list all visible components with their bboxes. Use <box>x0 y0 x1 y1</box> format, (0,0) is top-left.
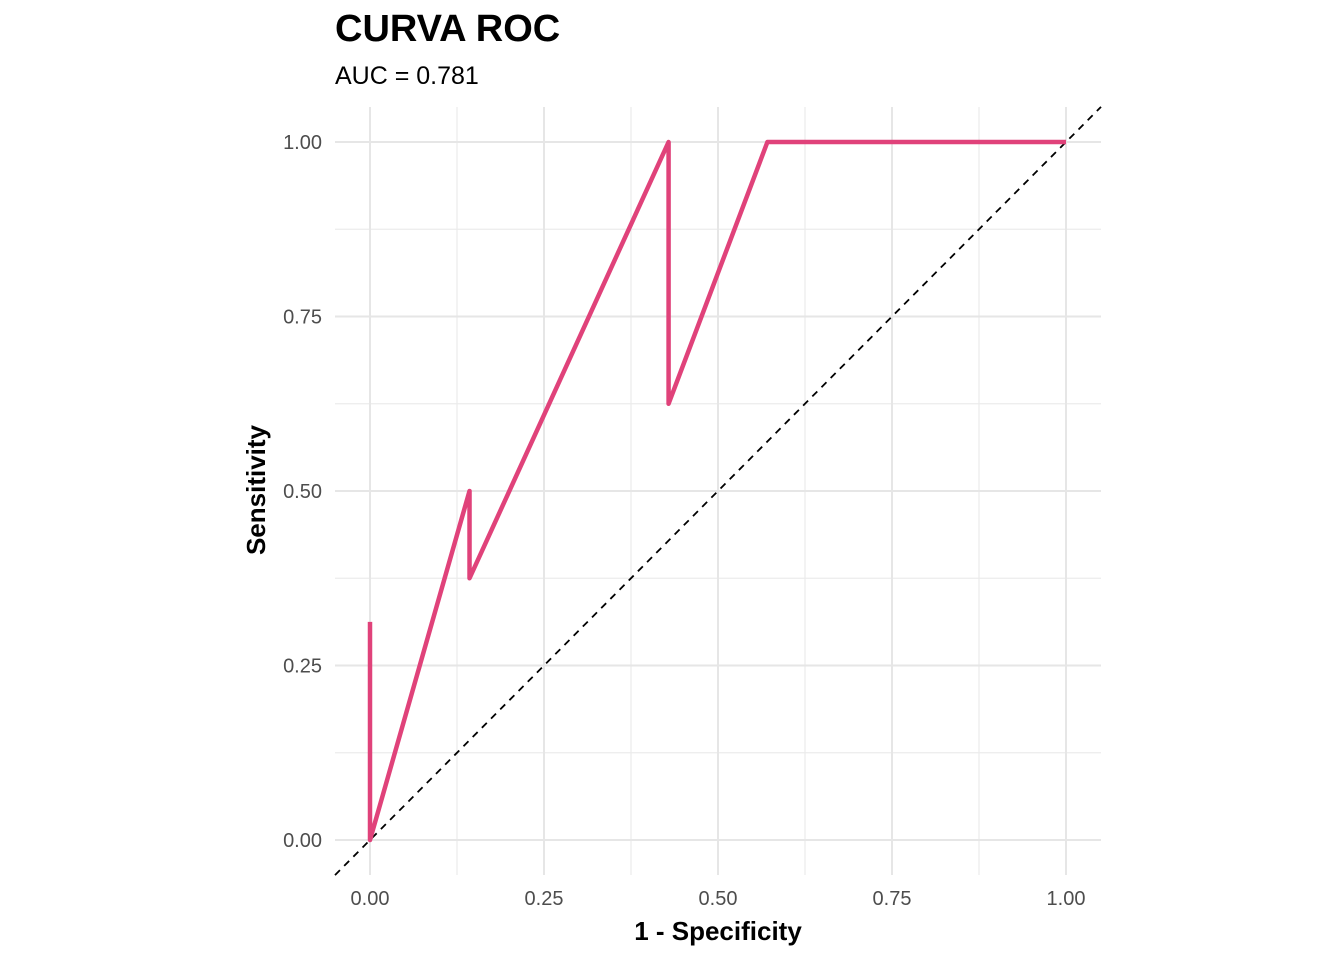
roc-curve-line <box>367 139 1066 843</box>
y-tick-label: 0.75 <box>283 307 322 329</box>
x-tick-label: 0.50 <box>699 888 738 910</box>
plot-marks <box>334 106 1102 876</box>
tick-labels: 0.00 0.25 0.50 0.75 1.00 0.00 0.25 0.50 0.75 1.00 <box>283 132 1085 910</box>
x-axis-title: 1 - Specificity <box>634 916 802 946</box>
x-tick-label: 0.25 <box>525 888 564 910</box>
y-tick-label: 1.00 <box>283 132 322 154</box>
y-tick-label: 0.00 <box>283 830 322 852</box>
x-tick-label: 0.75 <box>873 888 912 910</box>
chart-title: CURVA ROC <box>335 8 561 50</box>
chart-subtitle: AUC = 0.781 <box>335 62 479 90</box>
y-tick-label: 0.50 <box>283 481 322 503</box>
x-tick-label: 0.00 <box>351 888 390 910</box>
y-tick-label: 0.25 <box>283 656 322 678</box>
x-tick-label: 1.00 <box>1047 888 1086 910</box>
y-axis-title: Sensitivity <box>241 424 271 555</box>
